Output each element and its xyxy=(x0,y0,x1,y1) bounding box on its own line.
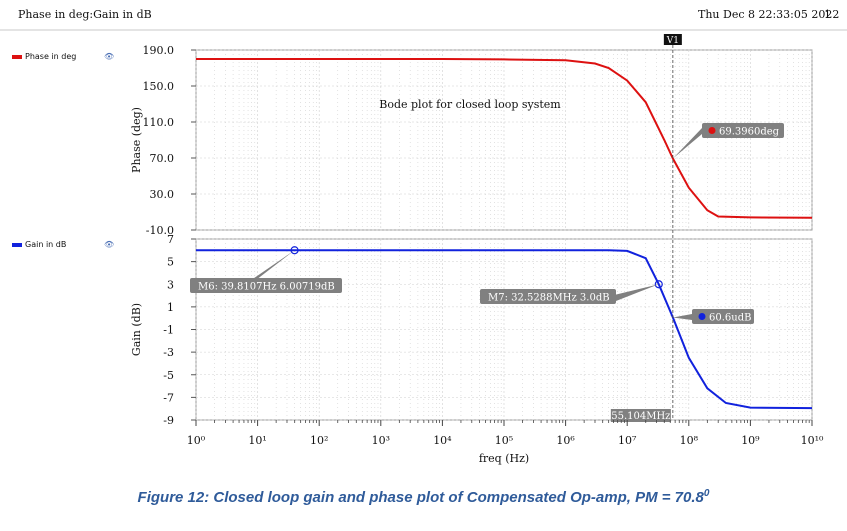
marker-box xyxy=(190,278,342,293)
y-tick-label: 5 xyxy=(167,256,174,269)
x-tick-label: 10⁶ xyxy=(556,434,575,447)
marker-box xyxy=(480,289,616,304)
bode-plot: 190.0 150.0 110.0 70.0 30.0 -10.0 Phase (deg) B… xyxy=(0,29,847,465)
figure-caption-sup: 0 xyxy=(703,488,710,499)
x-tick-label: 10⁹ xyxy=(741,434,760,447)
y-tick-label: -5 xyxy=(163,369,174,382)
legend-phase-label: Phase in deg xyxy=(25,52,77,61)
annotation-label: 60.6udB xyxy=(709,313,751,324)
window-title: Phase in deg:Gain in dB xyxy=(18,8,152,21)
legend-gain-label: Gain in dB xyxy=(25,240,67,249)
marker-pointer xyxy=(610,284,659,301)
page-number: 1 xyxy=(824,8,831,21)
y-tick-label: 3 xyxy=(167,278,174,291)
legend-gain[interactable]: Gain in dB xyxy=(12,240,66,249)
series-line xyxy=(196,58,813,219)
y-tick-label: 7 xyxy=(167,233,174,246)
y-axis-label: Phase (deg) xyxy=(130,107,143,173)
y-tick-label: 150.0 xyxy=(143,80,175,93)
y-axis-label: Gain (dB) xyxy=(130,303,143,356)
marker-label: M7: 32.5288MHz 3.0dB xyxy=(488,293,610,304)
annotation-dot xyxy=(698,313,706,320)
legend-phase[interactable]: Phase in deg xyxy=(12,52,76,61)
x-tick-label: 10³ xyxy=(372,434,390,447)
legend-phase-swatch xyxy=(12,54,22,59)
eye-icon[interactable]: 👁 xyxy=(104,240,115,249)
marker-label: M6: 39.8107Hz 6.00719dB xyxy=(198,282,335,293)
x-tick-label: 10⁴ xyxy=(433,434,452,447)
figure-caption-text: Figure 12: Closed loop gain and phase pl… xyxy=(137,489,704,506)
y-tick-label: -3 xyxy=(163,346,174,359)
vertical-marker-name: V1 xyxy=(666,36,679,46)
x-tick-label: 10⁰ xyxy=(187,434,206,447)
y-tick-label: -9 xyxy=(163,414,174,427)
annotation-pointer xyxy=(672,314,692,320)
marker-pointer xyxy=(244,250,295,285)
series-line xyxy=(196,249,813,410)
x-tick-label: 10⁷ xyxy=(618,434,637,447)
marker-point xyxy=(290,246,299,255)
y-tick-label: -10.0 xyxy=(146,224,174,237)
y-tick-label: 1 xyxy=(167,301,174,314)
timestamp: Thu Dec 8 22:33:05 2022 xyxy=(698,8,840,21)
marker-point xyxy=(654,280,663,289)
x-tick-label: 10¹⁰ xyxy=(801,434,824,447)
x-tick-label: 10¹ xyxy=(248,434,266,447)
figure-caption: Figure 12: Closed loop gain and phase pl… xyxy=(0,488,847,506)
y-tick-label: 70.0 xyxy=(150,152,175,165)
vertical-marker-label: 55.104MHz xyxy=(611,411,670,422)
annotation-dot xyxy=(708,127,716,134)
x-axis-label: freq (Hz) xyxy=(479,452,529,465)
y-tick-label: 30.0 xyxy=(150,188,175,201)
y-tick-label: -1 xyxy=(163,324,174,337)
x-tick-label: 10² xyxy=(310,434,328,447)
x-tick-label: 10⁵ xyxy=(495,434,513,447)
vertical-marker-tag xyxy=(663,34,682,45)
eye-icon[interactable]: 👁 xyxy=(104,52,115,61)
annotation-box xyxy=(692,309,754,324)
y-tick-label: 110.0 xyxy=(143,116,175,129)
y-tick-label: -7 xyxy=(163,391,174,404)
chart-title: Bode plot for closed loop system xyxy=(379,98,561,111)
vertical-marker-label-box xyxy=(610,409,671,422)
annotation-box xyxy=(702,123,784,138)
x-tick-label: 10⁸ xyxy=(680,434,699,447)
y-tick-label: 190.0 xyxy=(143,44,175,57)
annotation-pointer xyxy=(672,128,702,159)
legend-gain-swatch xyxy=(12,242,22,247)
annotation-label: 69.3960deg xyxy=(719,127,780,138)
